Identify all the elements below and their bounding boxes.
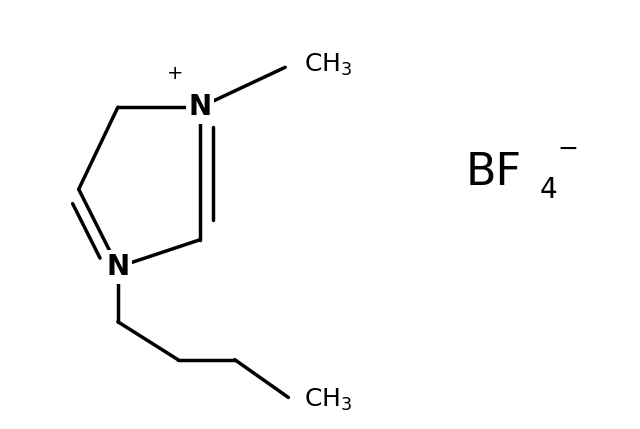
- Text: BF: BF: [465, 151, 522, 194]
- Text: −: −: [557, 137, 578, 161]
- Text: N: N: [106, 253, 129, 281]
- Text: N: N: [188, 93, 212, 121]
- Text: CH$_3$: CH$_3$: [304, 52, 353, 78]
- Text: +: +: [166, 64, 183, 83]
- Text: 4: 4: [540, 176, 557, 204]
- Text: CH$_3$: CH$_3$: [304, 387, 353, 413]
